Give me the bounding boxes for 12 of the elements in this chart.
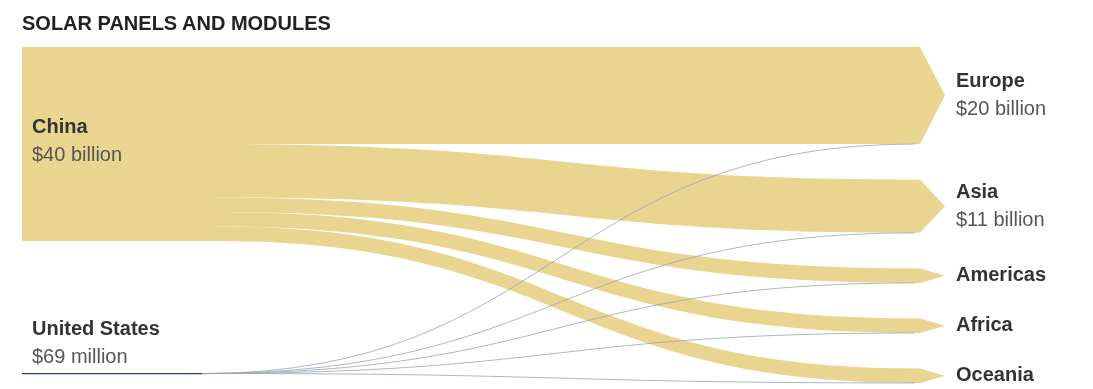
category-label: Europe — [956, 69, 1025, 92]
category-label: Americas — [956, 263, 1047, 286]
category-label: Asia — [956, 179, 1000, 202]
data-label: $11 billion — [956, 207, 1045, 230]
category-label: Africa — [956, 313, 1014, 336]
category-label: United States — [32, 316, 160, 339]
text: SOLAR PANELS AND MODULES — [21, 11, 332, 36]
data-label: $69 million — [32, 344, 128, 367]
category-label: China — [32, 114, 89, 137]
data-label: $40 billion — [32, 142, 123, 165]
category-label: Oceania — [956, 363, 1035, 386]
data-label: $20 billion — [956, 97, 1047, 120]
